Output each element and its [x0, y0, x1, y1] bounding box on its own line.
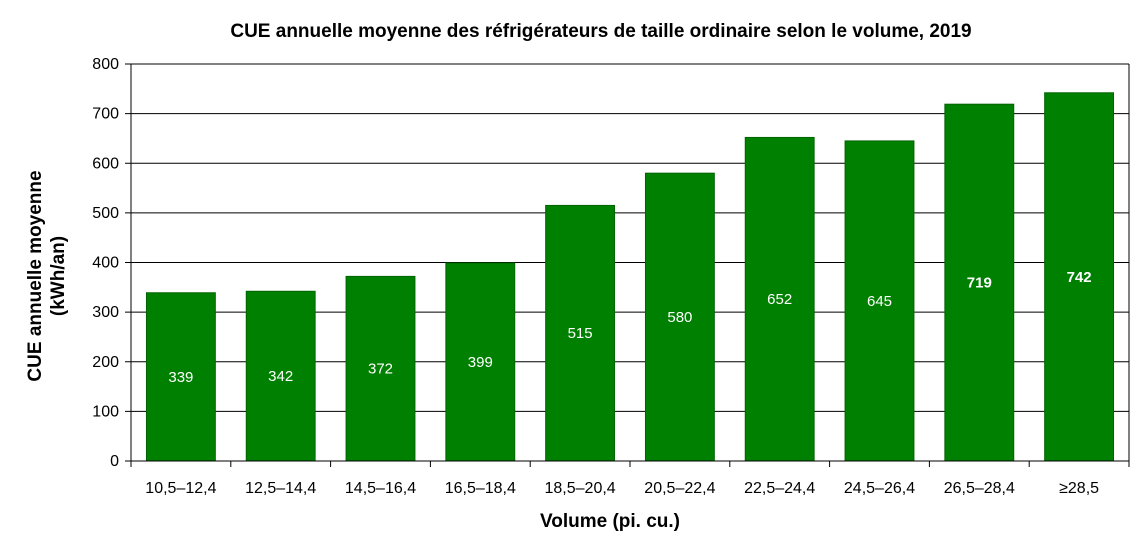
y-axis-title-line1: CUE annuelle moyenne	[25, 170, 46, 381]
labels: 0 100 200 300 400 500 600 700 800 339 342 372 399 515…	[92, 56, 1099, 497]
y-tick-label: 400	[92, 255, 119, 272]
x-tick-label: ≥28,5	[1059, 480, 1099, 497]
bar-value-label: 580	[667, 309, 692, 326]
y-tick-label: 600	[92, 155, 119, 172]
chart-title: CUE annuelle moyenne des réfrigérateurs …	[230, 21, 971, 42]
bar-value-label: 339	[168, 369, 193, 386]
x-tick-label: 26,5–28,4	[944, 480, 1015, 497]
bar	[744, 136, 815, 462]
bar	[345, 275, 416, 462]
bar-value-label: 515	[568, 325, 593, 342]
bar-value-label: 645	[867, 293, 892, 310]
bar	[644, 172, 715, 462]
bar	[1044, 92, 1115, 462]
bars	[145, 92, 1115, 462]
x-tick-label: 20,5–22,4	[644, 480, 715, 497]
y-tick-label: 100	[92, 403, 119, 420]
x-tick-label: 22,5–24,4	[744, 480, 815, 497]
y-tick-label: 0	[110, 453, 119, 470]
y-tick-label: 800	[92, 56, 119, 73]
x-tick-label: 14,5–16,4	[345, 480, 416, 497]
bar-value-label: 399	[468, 354, 493, 371]
bar	[245, 290, 316, 462]
bar	[445, 262, 516, 462]
y-axis-title-line2: (kWh/an)	[48, 236, 69, 316]
bar-value-label: 742	[1067, 269, 1092, 286]
y-tick-label: 300	[92, 304, 119, 321]
x-tick-label: 12,5–14,4	[245, 480, 316, 497]
bar-value-label: 372	[368, 361, 393, 378]
x-axis-title: Volume (pi. cu.)	[540, 511, 680, 532]
y-tick-label: 700	[92, 106, 119, 123]
x-tick-label: 18,5–20,4	[545, 480, 616, 497]
bar-value-label: 652	[767, 291, 792, 308]
bar	[844, 140, 915, 462]
y-tick-label: 500	[92, 205, 119, 222]
y-tick-label: 200	[92, 354, 119, 371]
x-tick-label: 10,5–12,4	[145, 480, 216, 497]
bar	[145, 292, 216, 462]
bar	[545, 204, 616, 462]
x-tick-label: 24,5–26,4	[844, 480, 915, 497]
x-tick-label: 16,5–18,4	[445, 480, 516, 497]
bar-value-label: 719	[967, 275, 992, 292]
bar-value-label: 342	[268, 368, 293, 385]
axes	[125, 63, 1130, 467]
